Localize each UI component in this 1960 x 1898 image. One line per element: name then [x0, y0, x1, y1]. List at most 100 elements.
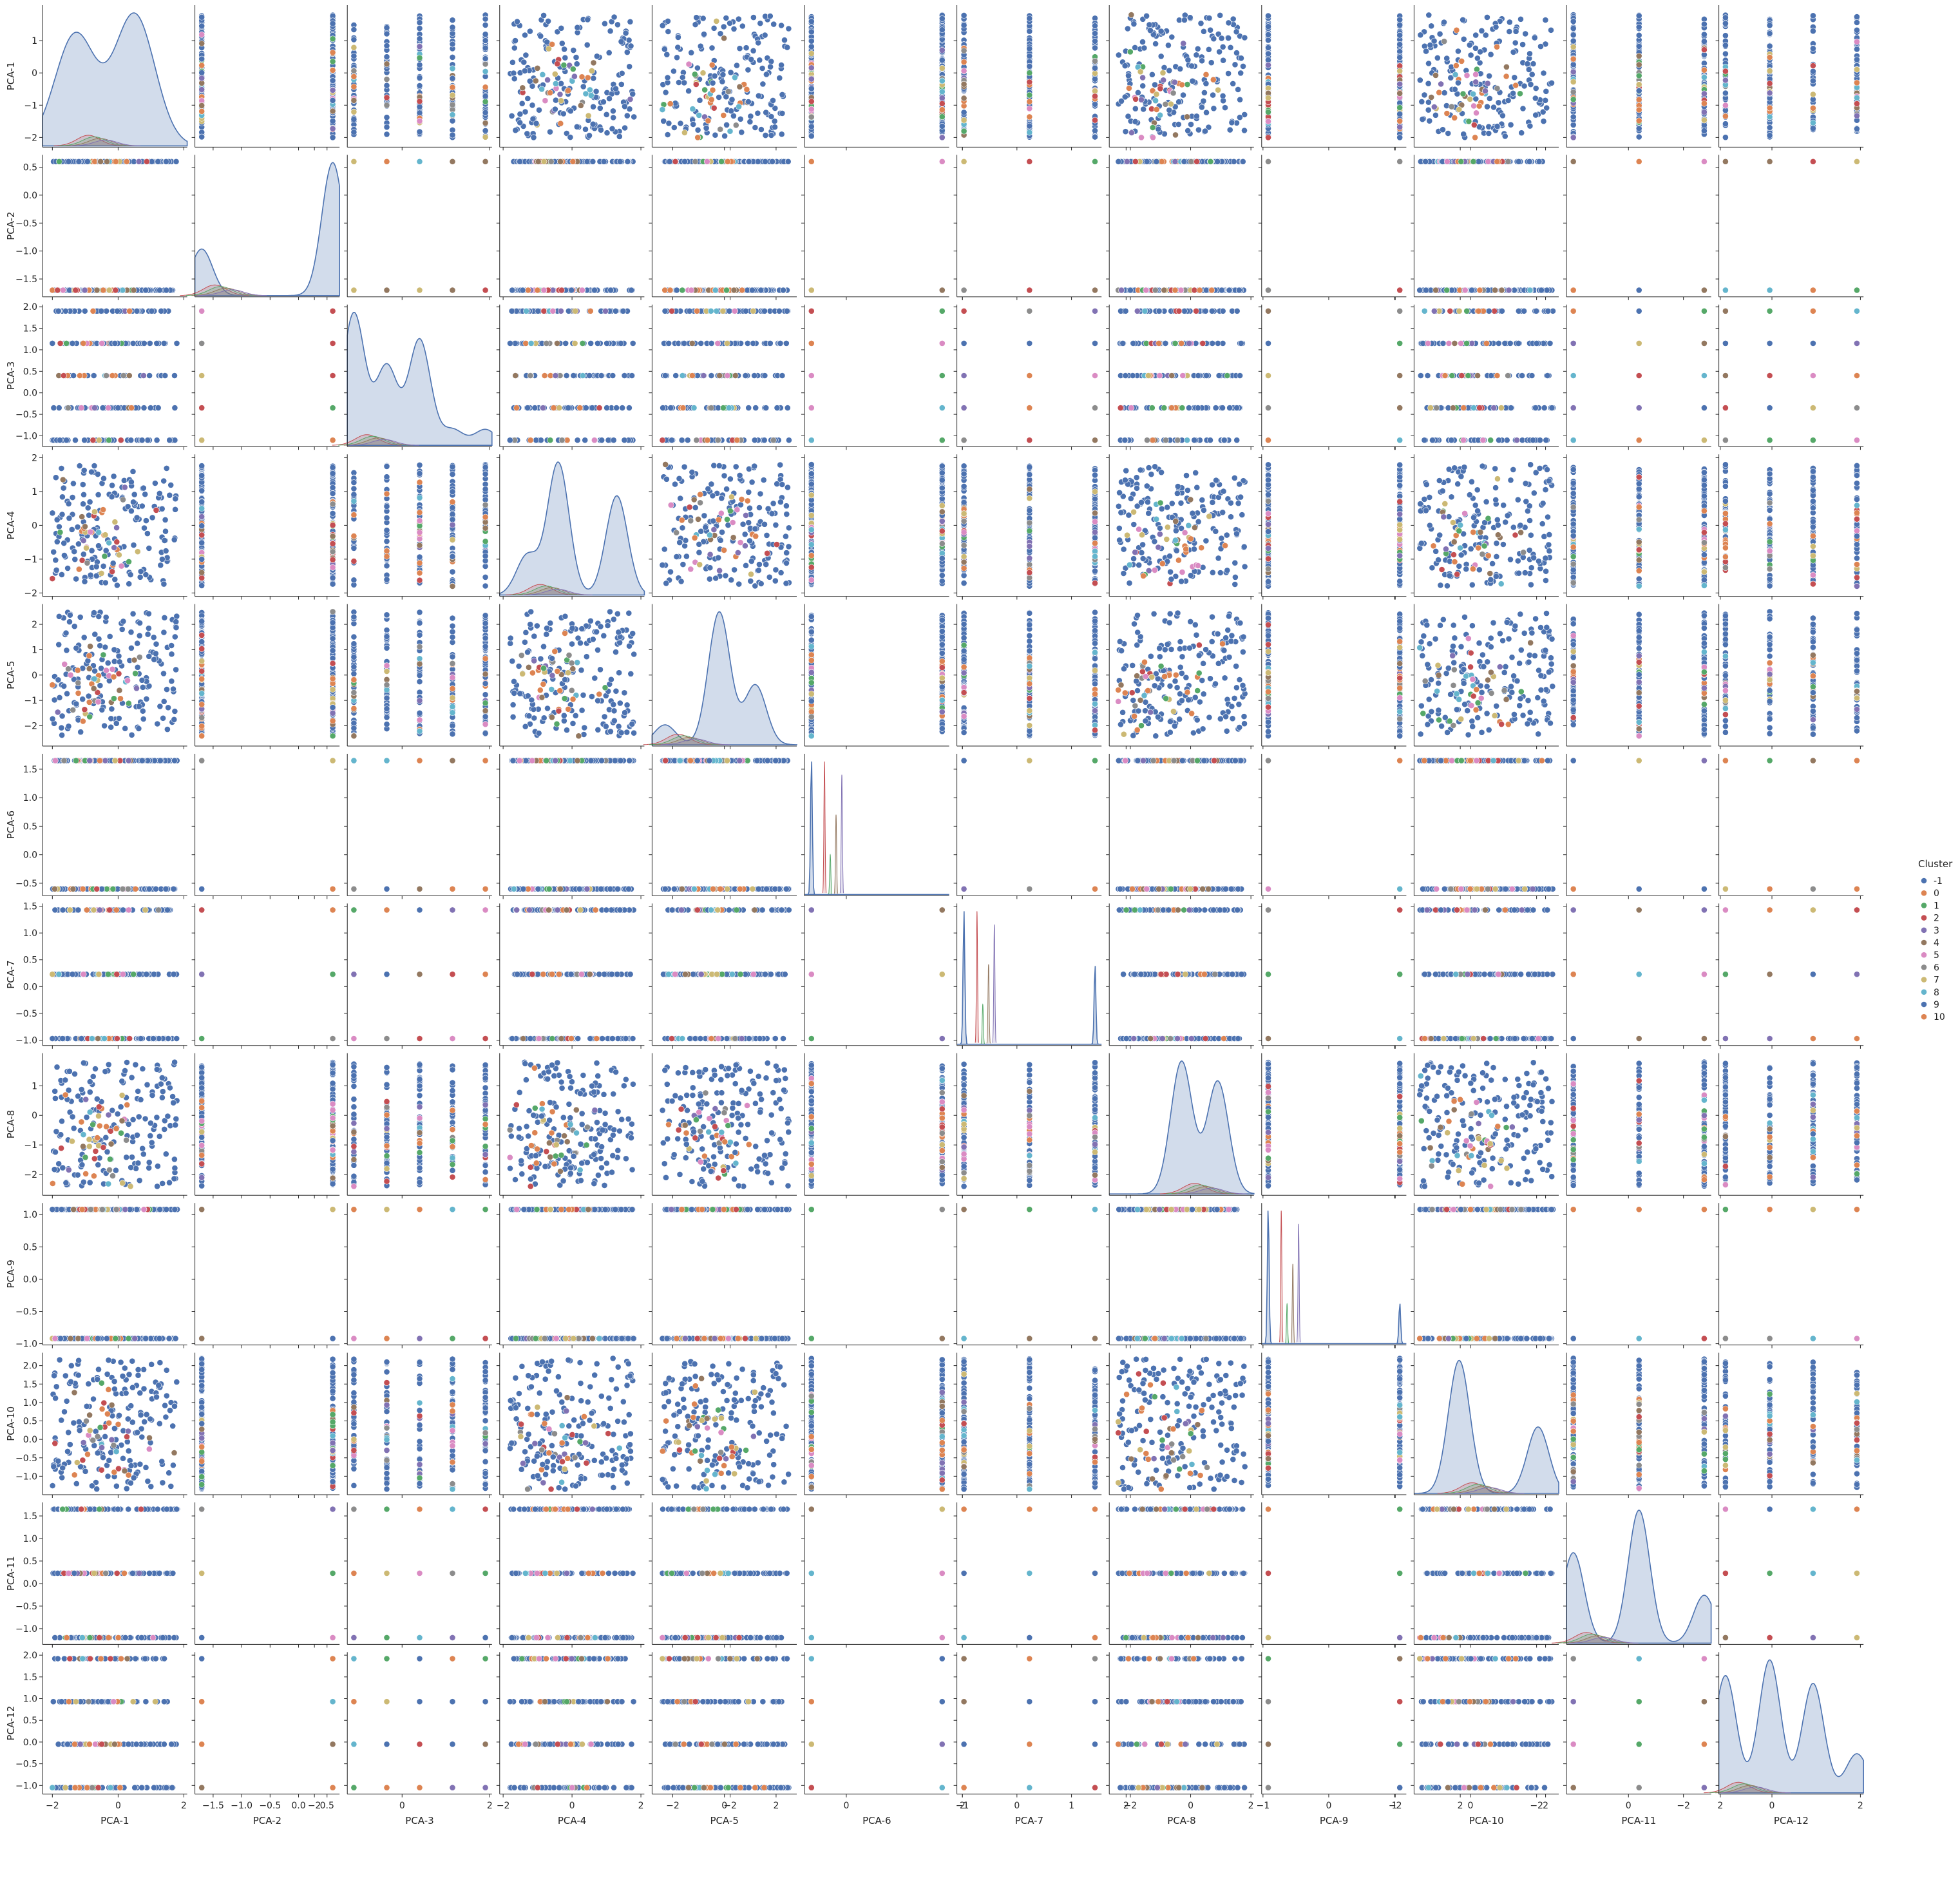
scatter-point-cluster — [532, 77, 539, 84]
scatter-point-cluster — [1132, 95, 1139, 102]
scatter-point — [1168, 34, 1175, 41]
scatter-point — [416, 19, 423, 26]
scatter-point-cluster — [1700, 158, 1708, 165]
scatter-point — [527, 28, 533, 35]
scatter-point — [808, 43, 815, 50]
scatter-point — [1510, 90, 1516, 97]
scatter-point-cluster — [1475, 158, 1482, 165]
scatter-point-cluster — [571, 73, 578, 80]
scatter-point — [1396, 32, 1403, 39]
scatter-point-cluster — [1118, 287, 1125, 294]
scatter-point-cluster — [1570, 287, 1577, 294]
scatter-point — [763, 71, 770, 78]
scatter-point — [522, 52, 529, 59]
scatter-point — [350, 116, 357, 123]
scatter-point-cluster — [1157, 111, 1163, 119]
scatter-point — [1026, 28, 1033, 35]
scatter-point-cluster — [713, 18, 720, 24]
scatter-point — [482, 127, 489, 134]
scatter-point — [537, 33, 544, 39]
scatter-point — [738, 129, 745, 136]
scatter-point-cluster — [736, 83, 743, 90]
scatter-point — [512, 127, 519, 134]
scatter-point-cluster — [808, 106, 815, 113]
scatter-point — [553, 97, 559, 104]
scatter-point-cluster — [1026, 98, 1033, 105]
scatter-point — [611, 14, 618, 21]
scatter-point — [1147, 27, 1154, 34]
scatter-point — [1570, 25, 1577, 32]
scatter-point — [1570, 18, 1577, 25]
scatter-point-cluster — [1470, 90, 1477, 97]
scatter-point-cluster — [1700, 46, 1708, 53]
scatter-point-cluster — [552, 80, 559, 87]
scatter-point — [1230, 158, 1237, 165]
scatter-point — [449, 41, 456, 48]
scatter-point-cluster — [721, 35, 727, 42]
scatter-point-cluster — [569, 66, 576, 73]
scatter-point — [1445, 130, 1452, 137]
scatter-point — [1635, 43, 1642, 50]
scatter-point — [449, 131, 456, 139]
panel-PCA-2-vs-PCA-12 — [1683, 155, 1864, 300]
scatter-point — [558, 40, 566, 47]
scatter-point-cluster — [1153, 106, 1160, 113]
scatter-point-cluster — [627, 96, 634, 102]
scatter-point — [1396, 22, 1403, 28]
scatter-point — [547, 128, 553, 135]
scatter-point-cluster — [530, 134, 537, 141]
scatter-point — [1166, 107, 1173, 113]
scatter-point — [1092, 38, 1098, 44]
scatter-point — [1483, 14, 1490, 21]
scatter-point — [562, 54, 569, 61]
scatter-point — [383, 82, 390, 89]
scatter-point — [1092, 23, 1098, 29]
scatter-point — [1853, 126, 1860, 132]
scatter-point — [719, 72, 727, 78]
scatter-point-cluster — [727, 128, 734, 135]
scatter-point-cluster — [1153, 91, 1160, 98]
scatter-point — [1225, 35, 1232, 41]
scatter-point — [1537, 43, 1544, 50]
scatter-point — [517, 158, 523, 165]
scatter-point-cluster — [1448, 103, 1455, 110]
y-tick-label: 0 — [32, 68, 37, 79]
scatter-point — [766, 13, 774, 19]
scatter-point-cluster — [135, 158, 142, 165]
scatter-point — [1193, 52, 1200, 59]
scatter-point — [1722, 50, 1729, 57]
scatter-point — [693, 14, 700, 21]
scatter-point-cluster — [1172, 131, 1179, 139]
scatter-point — [1219, 43, 1226, 50]
scatter-point-cluster — [350, 287, 357, 294]
scatter-point — [383, 24, 390, 31]
scatter-point — [1722, 32, 1729, 39]
scatter-point-cluster — [130, 287, 137, 294]
scatter-point — [65, 158, 72, 165]
scatter-point — [1125, 113, 1132, 120]
scatter-point-cluster — [449, 84, 456, 91]
scatter-point-cluster — [1123, 158, 1130, 165]
scatter-point — [1218, 287, 1225, 294]
scatter-point-cluster — [1195, 126, 1202, 133]
scatter-point-cluster — [938, 287, 946, 294]
scatter-point — [1092, 101, 1098, 108]
scatter-point — [1532, 95, 1539, 102]
scatter-point — [626, 63, 633, 70]
scatter-point — [1201, 89, 1208, 96]
scatter-point — [173, 158, 180, 165]
scatter-point — [674, 44, 681, 51]
scatter-point-cluster — [383, 61, 390, 68]
scatter-point-cluster — [1432, 72, 1439, 79]
scatter-point — [1505, 97, 1512, 104]
scatter-point — [1197, 20, 1204, 27]
scatter-point-cluster — [1473, 66, 1480, 73]
scatter-point-cluster — [1635, 61, 1642, 68]
scatter-point-cluster — [1026, 113, 1033, 120]
scatter-point — [1467, 52, 1474, 59]
scatter-point-cluster — [808, 287, 815, 294]
scatter-point-cluster — [1476, 102, 1483, 110]
scatter-point-cluster — [1853, 100, 1860, 107]
scatter-point-cluster — [1494, 85, 1501, 92]
scatter-point — [1220, 57, 1226, 64]
